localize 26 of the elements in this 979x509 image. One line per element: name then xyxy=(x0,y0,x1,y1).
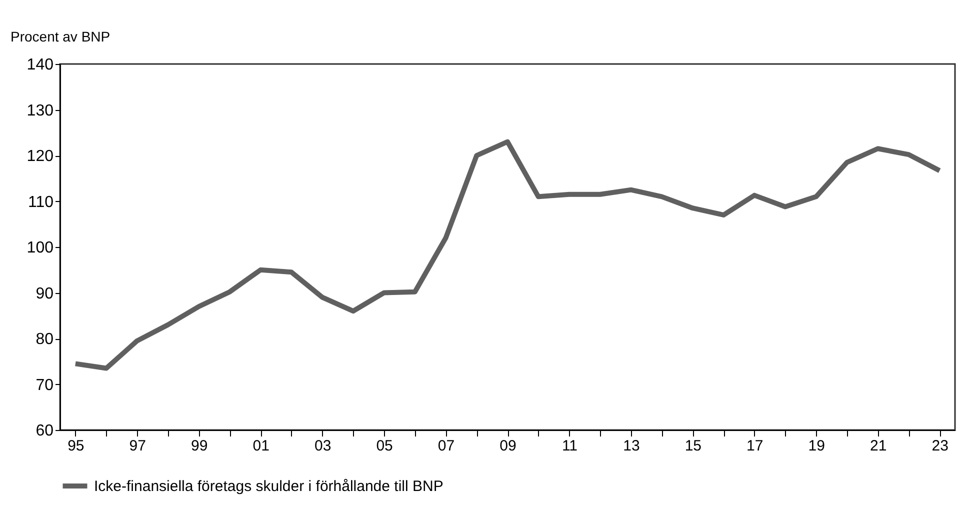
x-tick-label: 03 xyxy=(314,438,332,454)
y-tick-label: 120 xyxy=(26,148,54,165)
x-tick-label: 21 xyxy=(870,438,887,454)
x-tick-label: 99 xyxy=(191,438,208,454)
y-tick-label: 100 xyxy=(26,240,54,256)
y-tick-label: 90 xyxy=(36,285,54,302)
x-tick-label: 11 xyxy=(562,438,578,454)
y-tick-label: 70 xyxy=(36,376,54,394)
x-tick-label: 97 xyxy=(129,438,146,454)
x-tick-label: 13 xyxy=(623,438,640,454)
y-tick-label: 130 xyxy=(26,102,54,120)
x-tick-label: 09 xyxy=(500,438,516,454)
y-tick-label: 110 xyxy=(28,194,54,211)
y-axis-title: Procent av BNP xyxy=(10,28,110,44)
x-tick-label: 15 xyxy=(684,438,702,454)
x-tick-label: 23 xyxy=(932,438,948,454)
x-tick-label: 19 xyxy=(808,438,825,454)
x-tick-label: 01 xyxy=(252,438,270,454)
y-tick-label: 60 xyxy=(36,422,54,440)
x-tick-label: 17 xyxy=(746,438,764,454)
x-tick-label: 05 xyxy=(376,438,393,454)
legend-label: Icke-finansiella företags skulder i förhållande till BNP xyxy=(94,478,444,495)
x-tick-label: 07 xyxy=(438,438,455,454)
y-tick-label: 80 xyxy=(36,331,54,348)
x-tick-label: 95 xyxy=(68,438,84,454)
y-tick-label: 140 xyxy=(26,56,54,74)
